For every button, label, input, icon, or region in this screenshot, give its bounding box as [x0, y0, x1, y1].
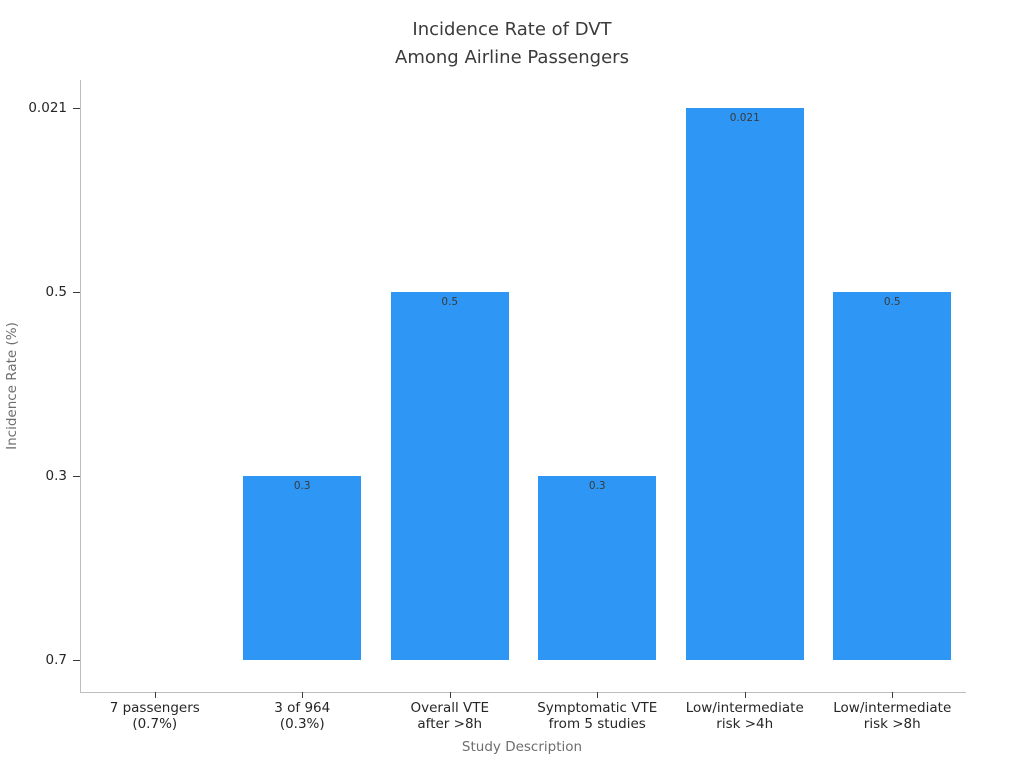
bar-value-label: 0.021 — [729, 112, 760, 124]
y-tick-mark — [73, 292, 80, 294]
y-tick-mark — [73, 476, 80, 478]
x-tick-label-line: risk >4h — [716, 716, 774, 732]
x-tick-label-line: Overall VTE — [410, 700, 490, 716]
x-tick-label: 7 passengers (0.7%) — [110, 700, 200, 732]
x-tick-label: 3 of 964 (0.3%) — [274, 700, 330, 732]
bar — [538, 476, 657, 660]
x-tick-label-line: Low/intermediate — [833, 700, 952, 716]
x-tick-label: Overall VTE after >8h — [410, 700, 489, 732]
x-tick-label-line: (0.3%) — [279, 716, 325, 732]
y-axis-label: Incidence Rate (%) — [4, 322, 20, 450]
x-tick-mark — [744, 692, 746, 698]
x-tick-label-line: (0.7%) — [132, 716, 178, 732]
y-tick-mark — [73, 108, 80, 110]
chart-title: Incidence Rate of DVT Among Airline Pass… — [0, 16, 1024, 72]
y-tick-label: 0.7 — [45, 652, 67, 668]
x-tick-label-line: Symptomatic VTE — [537, 700, 658, 716]
y-tick-label: 0.021 — [28, 100, 67, 116]
bar — [833, 292, 952, 660]
x-tick-label-line: 7 passengers — [109, 700, 200, 716]
bar-value-label: 0.5 — [883, 296, 901, 308]
bar-value-label: 0.3 — [588, 480, 606, 492]
x-tick-mark — [597, 692, 599, 698]
x-tick-mark — [892, 692, 894, 698]
chart-title-line2: Among Airline Passengers — [395, 47, 629, 68]
x-tick-label-line: 3 of 964 — [274, 700, 331, 716]
plot-area: 0.7 0.3 0.5 0.021 7 passengers (0.7%) 3 of 964… — [28, 80, 966, 732]
x-tick-label-line: Low/intermediate — [685, 700, 804, 716]
y-tick-label: 0.5 — [45, 284, 67, 300]
x-tick-label-line: from 5 studies — [548, 716, 646, 732]
bar-value-label: 0.5 — [441, 296, 459, 308]
bar — [685, 108, 804, 660]
y-tick-mark — [73, 660, 80, 662]
y-tick-label: 0.3 — [45, 468, 67, 484]
x-tick-label: Low/intermediate risk >4h — [686, 700, 804, 732]
x-tick-label-line: risk >8h — [863, 716, 921, 732]
x-tick-mark — [154, 692, 156, 698]
bar — [390, 292, 509, 660]
chart-title-line1: Incidence Rate of DVT — [412, 19, 612, 40]
x-tick-mark — [302, 692, 304, 698]
bar-value-label: 0.3 — [293, 480, 311, 492]
x-axis-label: Study Description — [461, 739, 583, 755]
x-tick-mark — [449, 692, 451, 698]
x-tick-label: Low/intermediate risk >8h — [833, 700, 951, 732]
x-tick-label-line: after >8h — [417, 716, 483, 732]
bar — [243, 476, 362, 660]
x-tick-label: Symptomatic VTE from 5 studies — [537, 700, 657, 732]
